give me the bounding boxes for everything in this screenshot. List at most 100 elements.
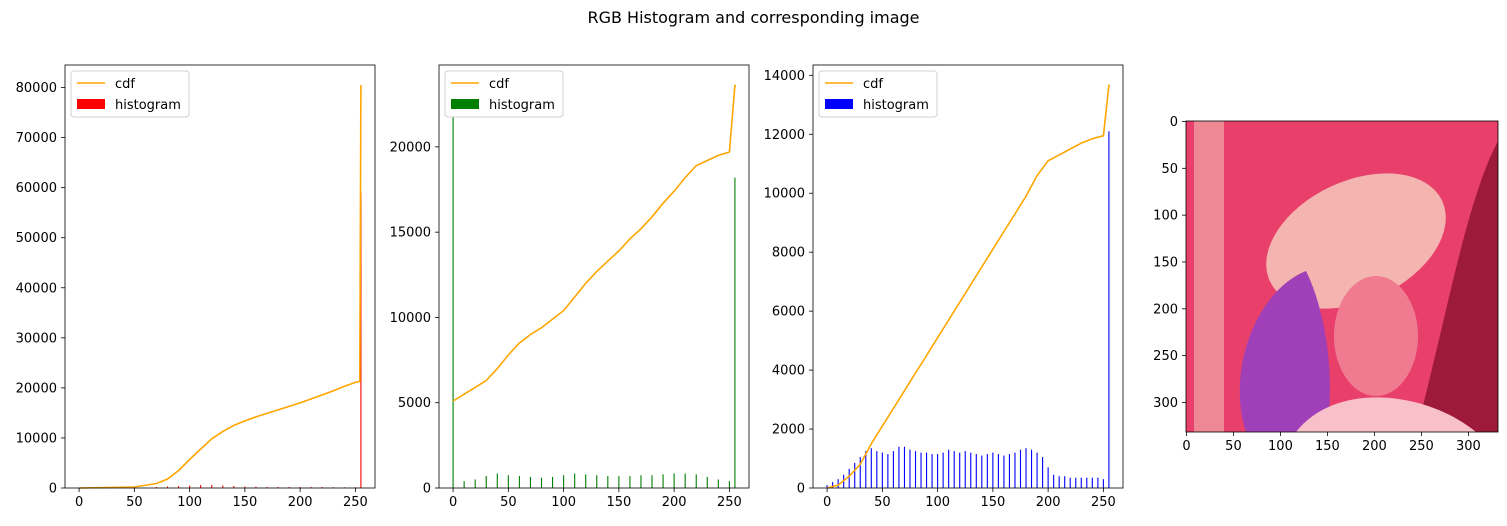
histogram-bar <box>870 448 872 488</box>
image-face <box>1334 276 1418 396</box>
histogram-bar <box>529 476 532 488</box>
histogram-bar <box>1014 452 1016 488</box>
histogram-bar <box>166 486 169 488</box>
histogram-bar <box>881 452 883 488</box>
histogram-bar <box>1003 455 1005 488</box>
axes-frame <box>812 64 1124 489</box>
histogram-bar <box>178 485 180 488</box>
histogram-bar <box>1080 477 1082 488</box>
histogram-bar <box>277 486 279 488</box>
x-tick-label: 50 <box>500 495 517 510</box>
legend-histogram-swatch <box>451 99 479 109</box>
histogram-bar <box>662 474 664 488</box>
y-tick-label: 60000 <box>16 181 57 196</box>
image-shoulder <box>1296 397 1476 432</box>
x-tick-label: 50 <box>874 495 891 510</box>
histogram-bar <box>189 485 191 488</box>
histogram-bar <box>826 485 828 488</box>
red-channel-axes: 0 50 100 150 200 250 0 10000 20000 30000 40000 5000… <box>16 64 376 510</box>
histogram-bar <box>1036 452 1038 488</box>
histogram-bar <box>299 486 301 488</box>
histogram-bar <box>552 476 554 488</box>
y-tick-label: 70000 <box>16 131 57 146</box>
histogram-bar <box>903 446 906 488</box>
axes-frame <box>438 64 750 489</box>
histogram-bar <box>607 476 609 488</box>
x-tick-label: 250 <box>717 495 742 510</box>
histogram-bar <box>1025 448 1027 488</box>
histogram-bar <box>200 484 202 488</box>
histogram-bar <box>1042 457 1044 488</box>
histogram-bar <box>964 451 966 488</box>
histogram-bar <box>211 484 213 488</box>
y-tick-label: 0 <box>1170 115 1178 130</box>
x-tick-label: 100 <box>925 495 950 510</box>
histogram-bar <box>452 82 454 488</box>
y-tick-label: 30000 <box>16 331 57 346</box>
x-tick-label: 200 <box>288 495 313 510</box>
histogram-bar <box>832 482 834 488</box>
histogram-bar <box>585 474 587 488</box>
x-tick-label: 50 <box>1225 439 1242 454</box>
corresponding-image-axes: 0 50 100 150 200 250 300 0 50 100 150 200 250 300 <box>1153 115 1499 454</box>
y-tick-label: 12000 <box>764 128 805 143</box>
histogram-bar <box>1064 476 1066 488</box>
histogram-bar <box>518 476 520 488</box>
histogram-bar <box>898 446 900 488</box>
histogram-bar <box>986 454 988 488</box>
histogram-bar <box>1075 477 1077 488</box>
histogram-bar <box>222 485 224 488</box>
histogram-bar <box>854 462 856 488</box>
histogram-bar <box>920 452 922 488</box>
histogram-bar <box>673 473 675 488</box>
x-tick-label: 200 <box>662 495 687 510</box>
histogram-bar <box>1091 477 1093 488</box>
y-tick-label: 200 <box>1153 302 1178 317</box>
histogram-bar <box>596 475 598 488</box>
x-tick-label: 200 <box>1036 495 1061 510</box>
histogram-bar <box>1086 477 1088 488</box>
histogram-bar <box>981 455 983 488</box>
x-tick-label: 300 <box>1456 439 1481 454</box>
y-tick-label: 0 <box>423 482 431 497</box>
legend-cdf-label: cdf <box>489 77 509 92</box>
y-tick-label: 10000 <box>16 431 57 446</box>
x-tick-label: 0 <box>823 495 831 510</box>
histogram-bar <box>310 487 312 488</box>
histogram-bar <box>507 475 509 488</box>
histogram-bar <box>1053 474 1055 488</box>
histogram-bar <box>942 452 944 488</box>
y-tick-label: 80000 <box>16 81 57 96</box>
y-tick-label: 10000 <box>390 311 431 326</box>
histogram-bar <box>244 486 246 488</box>
histogram-bar <box>1047 467 1049 488</box>
histogram-bar <box>948 449 950 488</box>
histogram-bar <box>1058 476 1060 488</box>
histogram-bar <box>959 452 961 488</box>
histogram-bar <box>1069 477 1071 488</box>
y-tick-label: 20000 <box>16 381 57 396</box>
y-tick-label: 300 <box>1153 396 1178 411</box>
histogram-bar <box>266 486 268 488</box>
histogram-bar <box>1019 449 1022 488</box>
x-tick-label: 150 <box>232 495 257 510</box>
image-wall <box>1194 121 1224 432</box>
x-tick-label: 0 <box>1182 439 1190 454</box>
cdf-line <box>79 85 362 489</box>
histogram-bar <box>937 454 939 488</box>
legend-cdf-label: cdf <box>863 77 883 92</box>
histogram-bar <box>1108 131 1110 488</box>
histogram-bar <box>887 454 889 488</box>
legend: cdf histogram <box>444 70 564 118</box>
y-tick-label: 10000 <box>764 187 805 202</box>
histogram-bar <box>970 452 972 488</box>
histogram-bar <box>463 481 465 488</box>
image-hat <box>1266 173 1446 309</box>
histogram-bar <box>975 454 977 488</box>
y-tick-label: 50 <box>1161 162 1178 177</box>
histogram-bar <box>155 486 158 488</box>
histogram-bar <box>288 486 290 488</box>
x-tick-label: 100 <box>177 495 202 510</box>
histogram-bar <box>992 452 994 488</box>
